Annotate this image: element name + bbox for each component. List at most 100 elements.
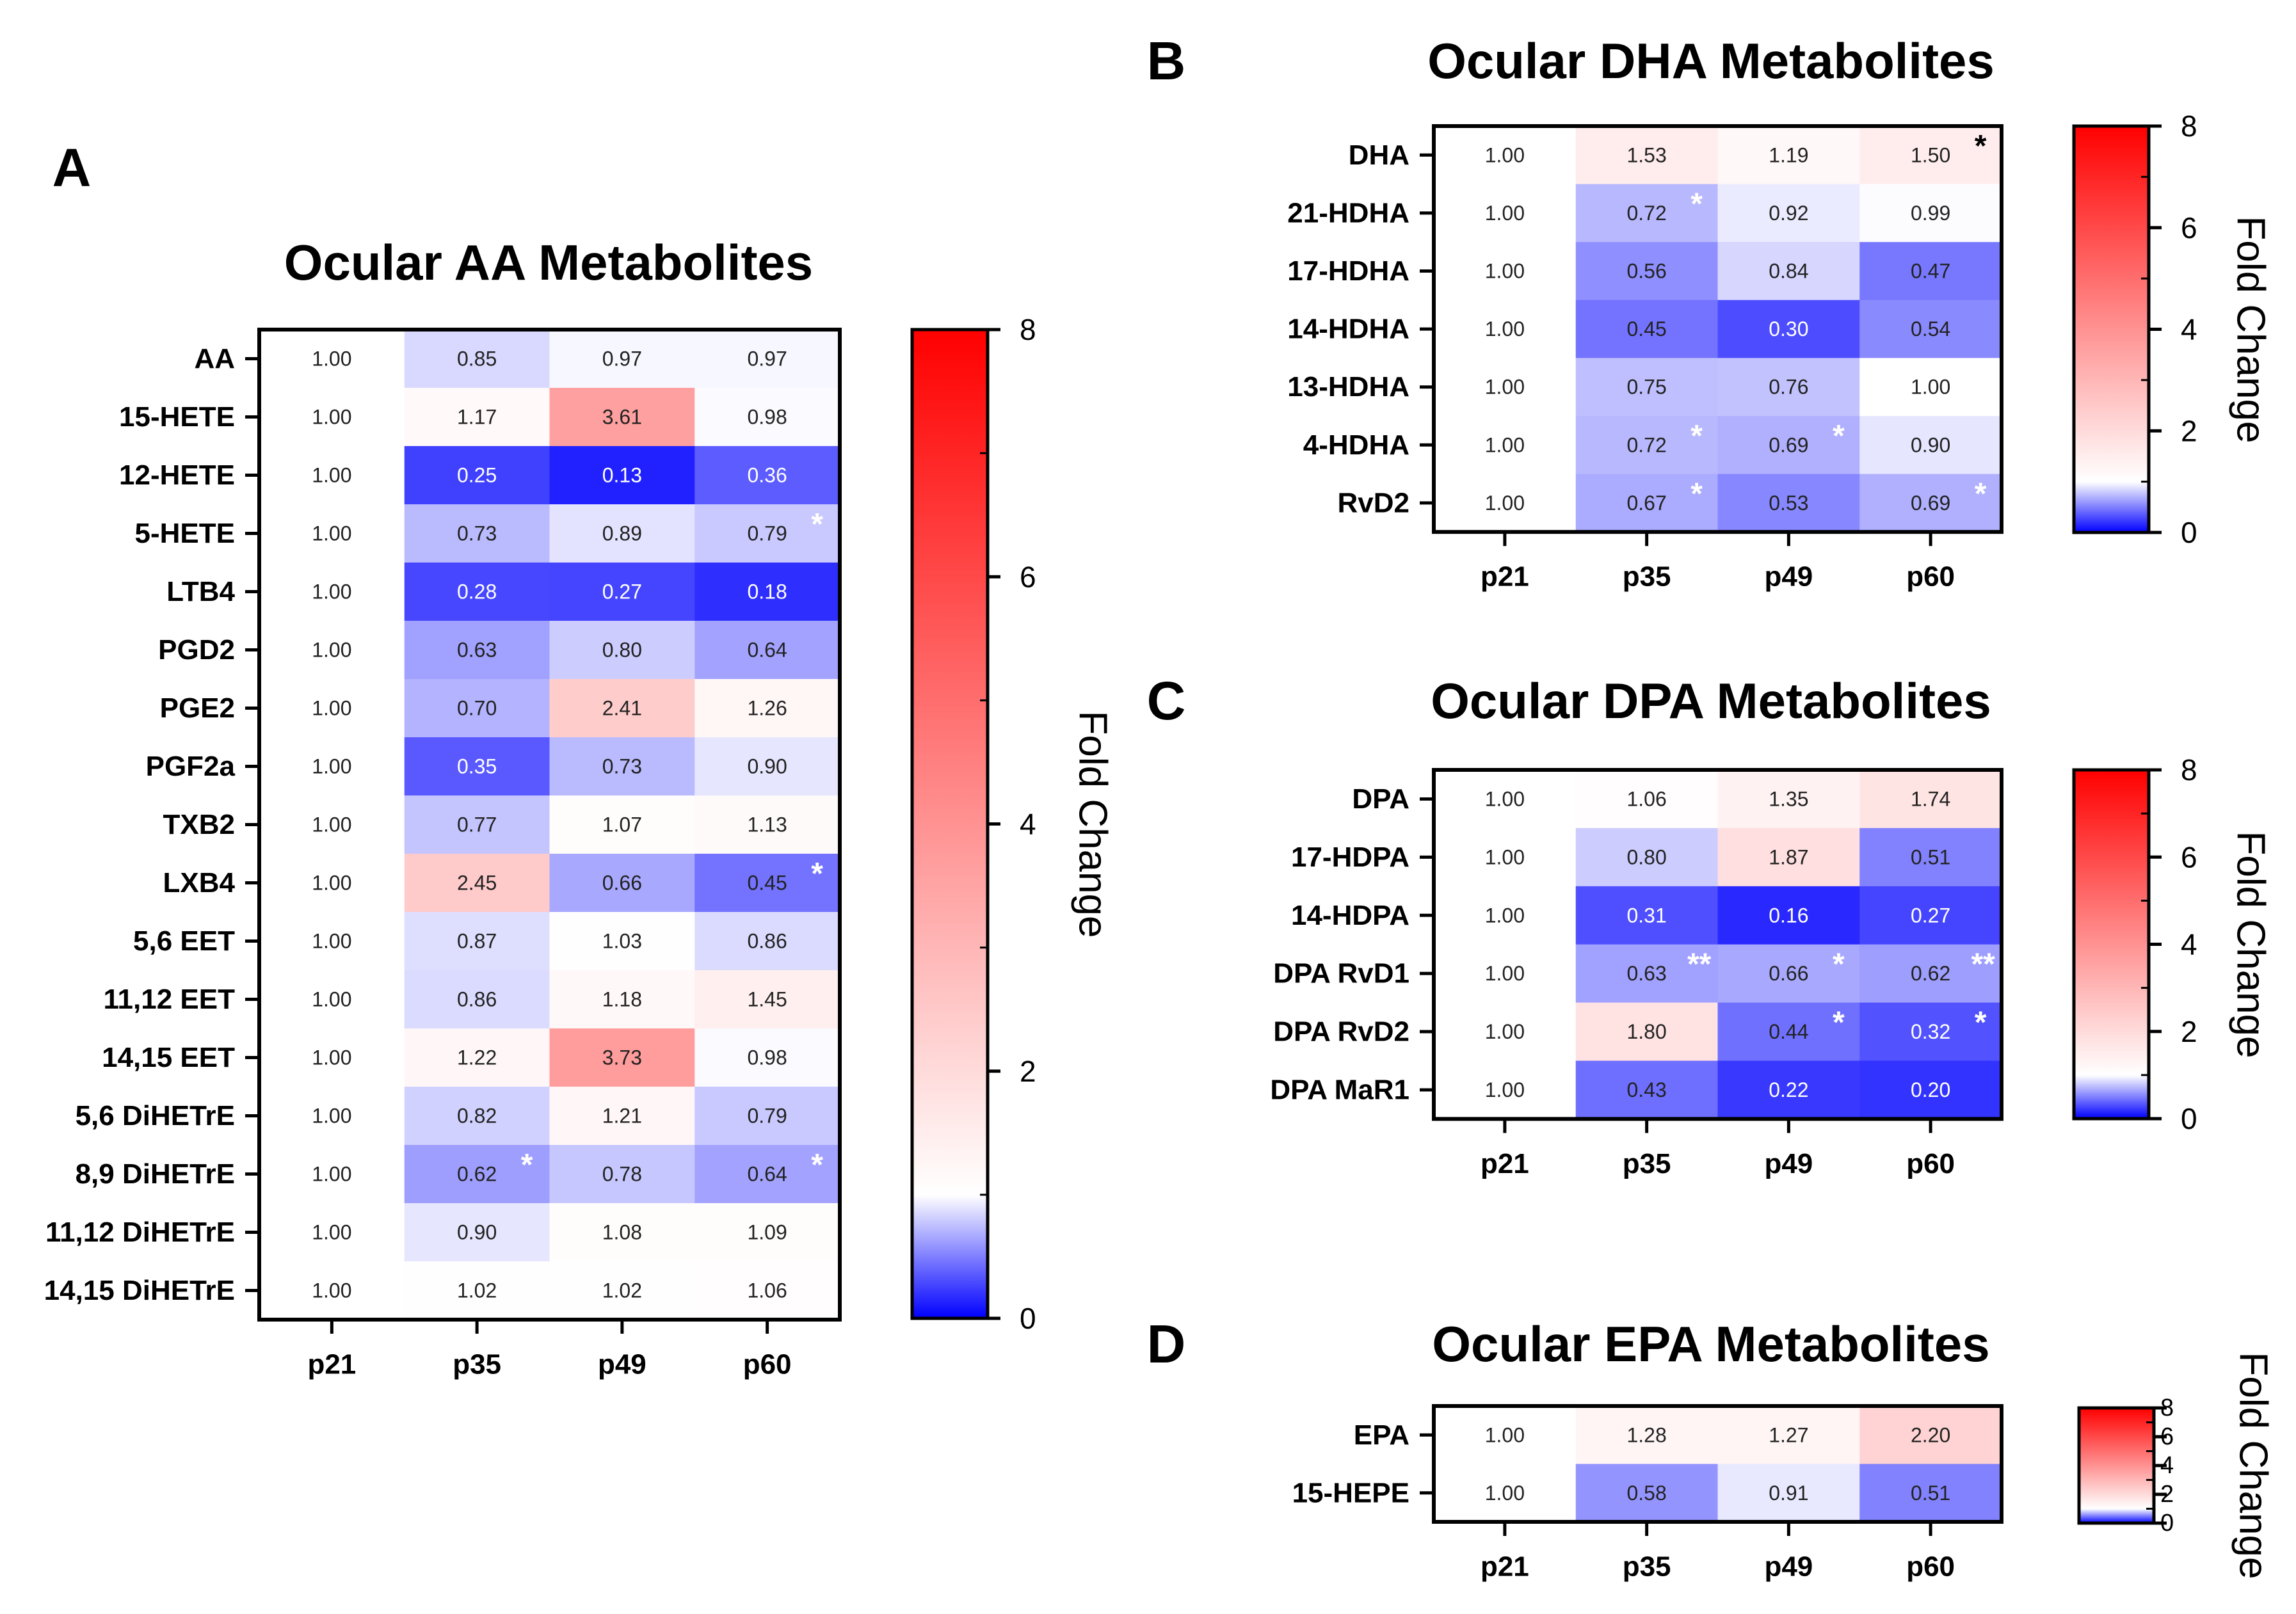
cell-value-label: 1.13	[747, 813, 787, 836]
cell-value-label: 0.98	[747, 1046, 787, 1069]
cell-value-label: 0.51	[1911, 845, 1950, 868]
heatmap-cell	[549, 388, 695, 447]
cell-value-label: 0.63	[457, 639, 497, 662]
cell-value-label: 0.92	[1769, 202, 1808, 225]
cell-value-label: 0.54	[1911, 317, 1950, 340]
cell-value-label: 0.64	[747, 639, 787, 662]
row-label: PGD2	[158, 634, 235, 666]
cell-value-label: 0.78	[602, 1163, 642, 1186]
heatmap-cell	[1575, 242, 1719, 301]
column-label: p35	[1623, 1148, 1671, 1179]
cell-value-label: 1.26	[747, 697, 787, 720]
heatmap-cell	[1575, 1060, 1719, 1119]
heatmap-cell	[1575, 126, 1719, 185]
heatmap-cell	[1434, 827, 1577, 887]
column-label: p21	[307, 1349, 356, 1380]
heatmap-cell	[259, 795, 405, 854]
significance-star: *	[521, 1148, 533, 1182]
cell-value-label: 1.00	[1485, 1423, 1525, 1446]
cell-value-label: 0.86	[747, 930, 787, 953]
cell-value-label: 1.00	[312, 406, 351, 429]
heatmap-cell	[404, 679, 550, 738]
heatmap-cell	[1575, 886, 1719, 945]
heatmap-cell	[259, 563, 405, 621]
cell-value-label: 0.87	[457, 930, 497, 953]
cell-value-label: 1.00	[1485, 962, 1525, 985]
significance-star: *	[1975, 477, 1987, 511]
heatmap-cell	[259, 679, 405, 738]
column-label: p35	[1623, 1551, 1671, 1583]
heatmap-cell	[1434, 416, 1577, 475]
cell-value-label: 0.31	[1626, 904, 1666, 927]
row-label: 12-HETE	[119, 459, 235, 491]
heatmap-cell	[694, 912, 840, 971]
heatmap-cell	[404, 446, 550, 505]
cell-value-label: 0.44	[1769, 1020, 1808, 1043]
cell-value-label: 1.00	[1485, 433, 1525, 456]
heatmap-cell	[1859, 358, 2002, 417]
column-label: p49	[598, 1349, 646, 1380]
heatmap-cell	[549, 795, 695, 854]
cell-value-label: 1.08	[602, 1221, 642, 1244]
heatmap-cell	[549, 1028, 695, 1087]
cell-value-label: 0.16	[1769, 904, 1808, 927]
colorbar-tick-label: 0	[2181, 516, 2197, 549]
significance-star: *	[1690, 419, 1703, 453]
cell-value-label: 0.72	[1626, 202, 1666, 225]
cell-value-label: 1.17	[457, 406, 497, 429]
heatmap-cell	[1717, 416, 1860, 475]
cell-value-label: 1.22	[457, 1046, 497, 1069]
chart-title: Ocular DPA Metabolites	[1431, 673, 1991, 729]
colorbar	[910, 328, 990, 1320]
significance-star: *	[1690, 187, 1703, 221]
row-label: 5,6 DiHETrE	[76, 1100, 235, 1131]
colorbar-tick-label: 4	[2160, 1452, 2174, 1479]
heatmap-cell	[1717, 300, 1860, 358]
chart-title: Ocular EPA Metabolites	[1432, 1316, 1989, 1372]
heatmap-cell	[1859, 126, 2002, 185]
cell-value-label: 1.00	[312, 639, 351, 662]
heatmap-cell	[1859, 1060, 2002, 1119]
heatmap-cell	[259, 854, 405, 913]
heatmap-cell	[694, 621, 840, 680]
row-label: DPA RvD1	[1273, 958, 1409, 989]
heatmap-cell	[404, 504, 550, 563]
heatmap-cell	[404, 854, 550, 913]
cell-value-label: 0.43	[1626, 1078, 1666, 1101]
row-label: 17-HDPA	[1291, 842, 1409, 873]
cell-value-label: 0.90	[457, 1221, 497, 1244]
cell-value-label: 0.56	[1626, 260, 1666, 283]
cell-value-label: 1.00	[1485, 143, 1525, 166]
colorbar-tick-label: 4	[1020, 808, 1036, 841]
colorbar	[2072, 768, 2151, 1121]
colorbar-tick-label: 4	[2181, 928, 2197, 961]
colorbar-label: Fold Change	[1071, 710, 1115, 938]
heatmap-cell	[1434, 1464, 1577, 1522]
cell-value-label: 1.28	[1626, 1423, 1666, 1446]
heatmap-cell	[1575, 416, 1719, 475]
cell-value-label: 1.50	[1911, 143, 1950, 166]
colorbar-tick-label: 8	[2181, 753, 2197, 787]
row-label: AA	[194, 343, 235, 374]
panel-letter: D	[1147, 1314, 1186, 1374]
cell-value-label: 1.00	[312, 697, 351, 720]
heatmap-cell	[1859, 944, 2002, 1003]
heatmap-cell	[1717, 944, 1860, 1003]
heatmap-cell	[1434, 886, 1577, 945]
heatmap-cell	[404, 795, 550, 854]
heatmap-cell	[1717, 770, 1860, 829]
row-label: DPA MaR1	[1270, 1074, 1409, 1105]
heatmap-cell	[259, 446, 405, 505]
heatmap-cell	[1575, 1406, 1719, 1465]
cell-value-label: 0.66	[602, 872, 642, 895]
row-label: LXB4	[163, 867, 236, 899]
heatmap-cell	[549, 1145, 695, 1204]
heatmap-cell	[549, 1203, 695, 1262]
significance-star: *	[1833, 948, 1845, 982]
heatmap-cell	[1434, 358, 1577, 417]
colorbar-tick-label: 0	[2181, 1102, 2197, 1135]
heatmap-cell	[1575, 300, 1719, 358]
cell-value-label: 0.89	[602, 522, 642, 545]
row-label: 5-HETE	[135, 518, 235, 549]
heatmap-cell	[1717, 242, 1860, 301]
